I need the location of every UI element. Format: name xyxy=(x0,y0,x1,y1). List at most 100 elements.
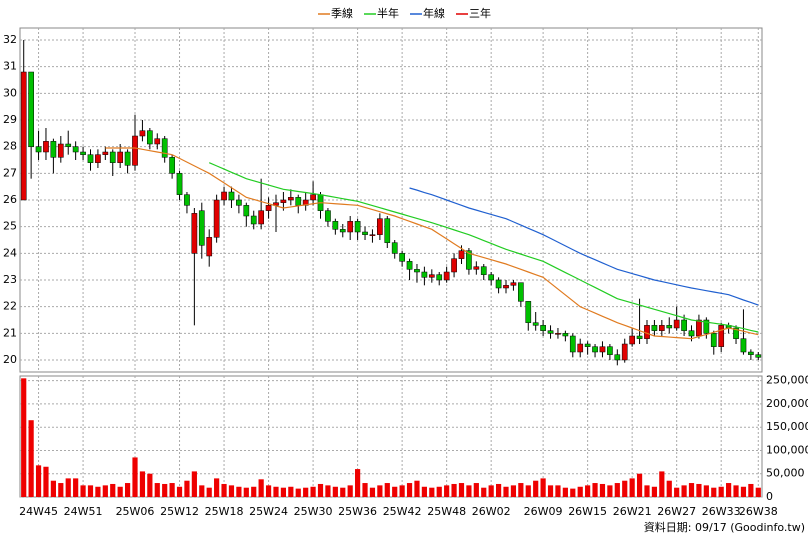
candle-body xyxy=(562,333,569,337)
candle-body xyxy=(72,146,79,153)
volume-bar xyxy=(73,478,79,497)
x-tick-label: 25W42 xyxy=(383,505,422,518)
price-frame xyxy=(19,27,763,373)
x-tick-label: 25W30 xyxy=(294,505,333,518)
y-tick-label: 31 xyxy=(3,60,17,73)
candle-body xyxy=(65,143,72,147)
candle-body xyxy=(161,138,168,158)
candle-body xyxy=(414,269,420,273)
volume-bar xyxy=(221,483,227,497)
volume-bar xyxy=(488,485,494,497)
volume-bar xyxy=(147,473,153,497)
candle-body xyxy=(748,351,754,355)
candle-body xyxy=(176,173,183,195)
candle-body xyxy=(466,250,472,270)
volume-bar xyxy=(303,487,309,497)
candle-body xyxy=(540,325,546,331)
candle-body xyxy=(458,250,465,259)
candle-body xyxy=(132,135,138,166)
volume-bar xyxy=(355,469,361,497)
y2-tick-label: 150,000 xyxy=(766,420,808,433)
candle-body xyxy=(139,130,146,137)
candle-body xyxy=(518,282,524,302)
candle-body xyxy=(607,346,613,355)
candle-body xyxy=(236,199,242,206)
x-tick-label: 25W36 xyxy=(338,505,377,518)
x-tick-label: 24W45 xyxy=(19,505,58,518)
volume-bar xyxy=(102,485,108,497)
volume-bar xyxy=(124,483,131,497)
y-tick-label: 25 xyxy=(3,220,17,233)
footer: 資料日期: 09/17 (Goodinfo.tw) xyxy=(644,520,805,534)
candle-body xyxy=(28,71,34,147)
candle-body xyxy=(555,333,561,335)
volume-bar xyxy=(139,471,146,497)
candle-body xyxy=(95,154,101,163)
volume-bar xyxy=(518,483,524,497)
volume-bar xyxy=(206,487,212,497)
volume-bar xyxy=(740,486,747,497)
candle-body xyxy=(87,154,94,163)
volume-bar xyxy=(110,483,116,497)
candle-body xyxy=(755,354,762,358)
volume-bar xyxy=(755,487,761,497)
volume-bar xyxy=(510,485,517,497)
y-tick-label: 28 xyxy=(3,140,17,153)
candle-body xyxy=(295,197,302,206)
y2-tick-label: 100,000 xyxy=(766,443,808,456)
candle-body xyxy=(428,274,435,278)
candle-body xyxy=(221,191,227,201)
candle-body xyxy=(681,319,687,331)
ma-line xyxy=(105,147,759,340)
candle-body xyxy=(703,319,710,334)
candle-body xyxy=(124,151,131,166)
x-tick-label: 26W15 xyxy=(568,505,607,518)
candle-body xyxy=(733,327,739,339)
candle-body xyxy=(206,237,213,257)
volume-bar xyxy=(251,486,257,497)
candle-body xyxy=(740,338,747,353)
volume-bar xyxy=(674,487,680,497)
volume-bar xyxy=(265,485,272,497)
volume-bar xyxy=(688,483,695,497)
volume-bar xyxy=(21,378,27,497)
volume-bar xyxy=(726,483,732,497)
volume-bar xyxy=(525,485,531,497)
x-tick-label: 24W51 xyxy=(64,505,103,518)
volume-bar xyxy=(191,471,197,497)
volume-bar xyxy=(280,487,287,497)
candle-body xyxy=(258,210,264,225)
y2-tick-label: 50,000 xyxy=(766,467,805,480)
x-tick-label: 26W38 xyxy=(739,505,778,518)
candle-body xyxy=(495,279,502,289)
x-tick-label: 25W24 xyxy=(249,505,288,518)
volume-bar xyxy=(169,483,175,497)
candle-body xyxy=(384,218,391,243)
volume-bar xyxy=(43,466,49,497)
x-tick-label: 26W02 xyxy=(472,505,511,518)
candle-body xyxy=(666,325,673,329)
volume-bar xyxy=(458,483,465,497)
volume-bar xyxy=(399,485,405,497)
volume-bar xyxy=(117,486,123,497)
volume-bar xyxy=(243,487,249,497)
candle-body xyxy=(50,141,57,158)
volume-bar xyxy=(340,487,346,497)
candle-body xyxy=(102,151,109,155)
candle-body xyxy=(547,330,554,334)
candle-body xyxy=(584,343,591,347)
volume-bar xyxy=(629,478,635,497)
volume-bar xyxy=(444,485,450,497)
y-tick-label: 27 xyxy=(3,166,17,179)
candle-body xyxy=(532,322,539,326)
volume-bar xyxy=(555,485,561,497)
volume-bar xyxy=(87,485,94,497)
y-tick-label: 30 xyxy=(3,86,17,99)
x-tick-label: 26W09 xyxy=(524,505,563,518)
y-tick-label: 26 xyxy=(3,193,17,206)
volume-bar xyxy=(295,488,301,497)
candle-body xyxy=(191,213,198,254)
x-tick-label: 25W12 xyxy=(160,505,199,518)
candle-body xyxy=(280,199,287,203)
